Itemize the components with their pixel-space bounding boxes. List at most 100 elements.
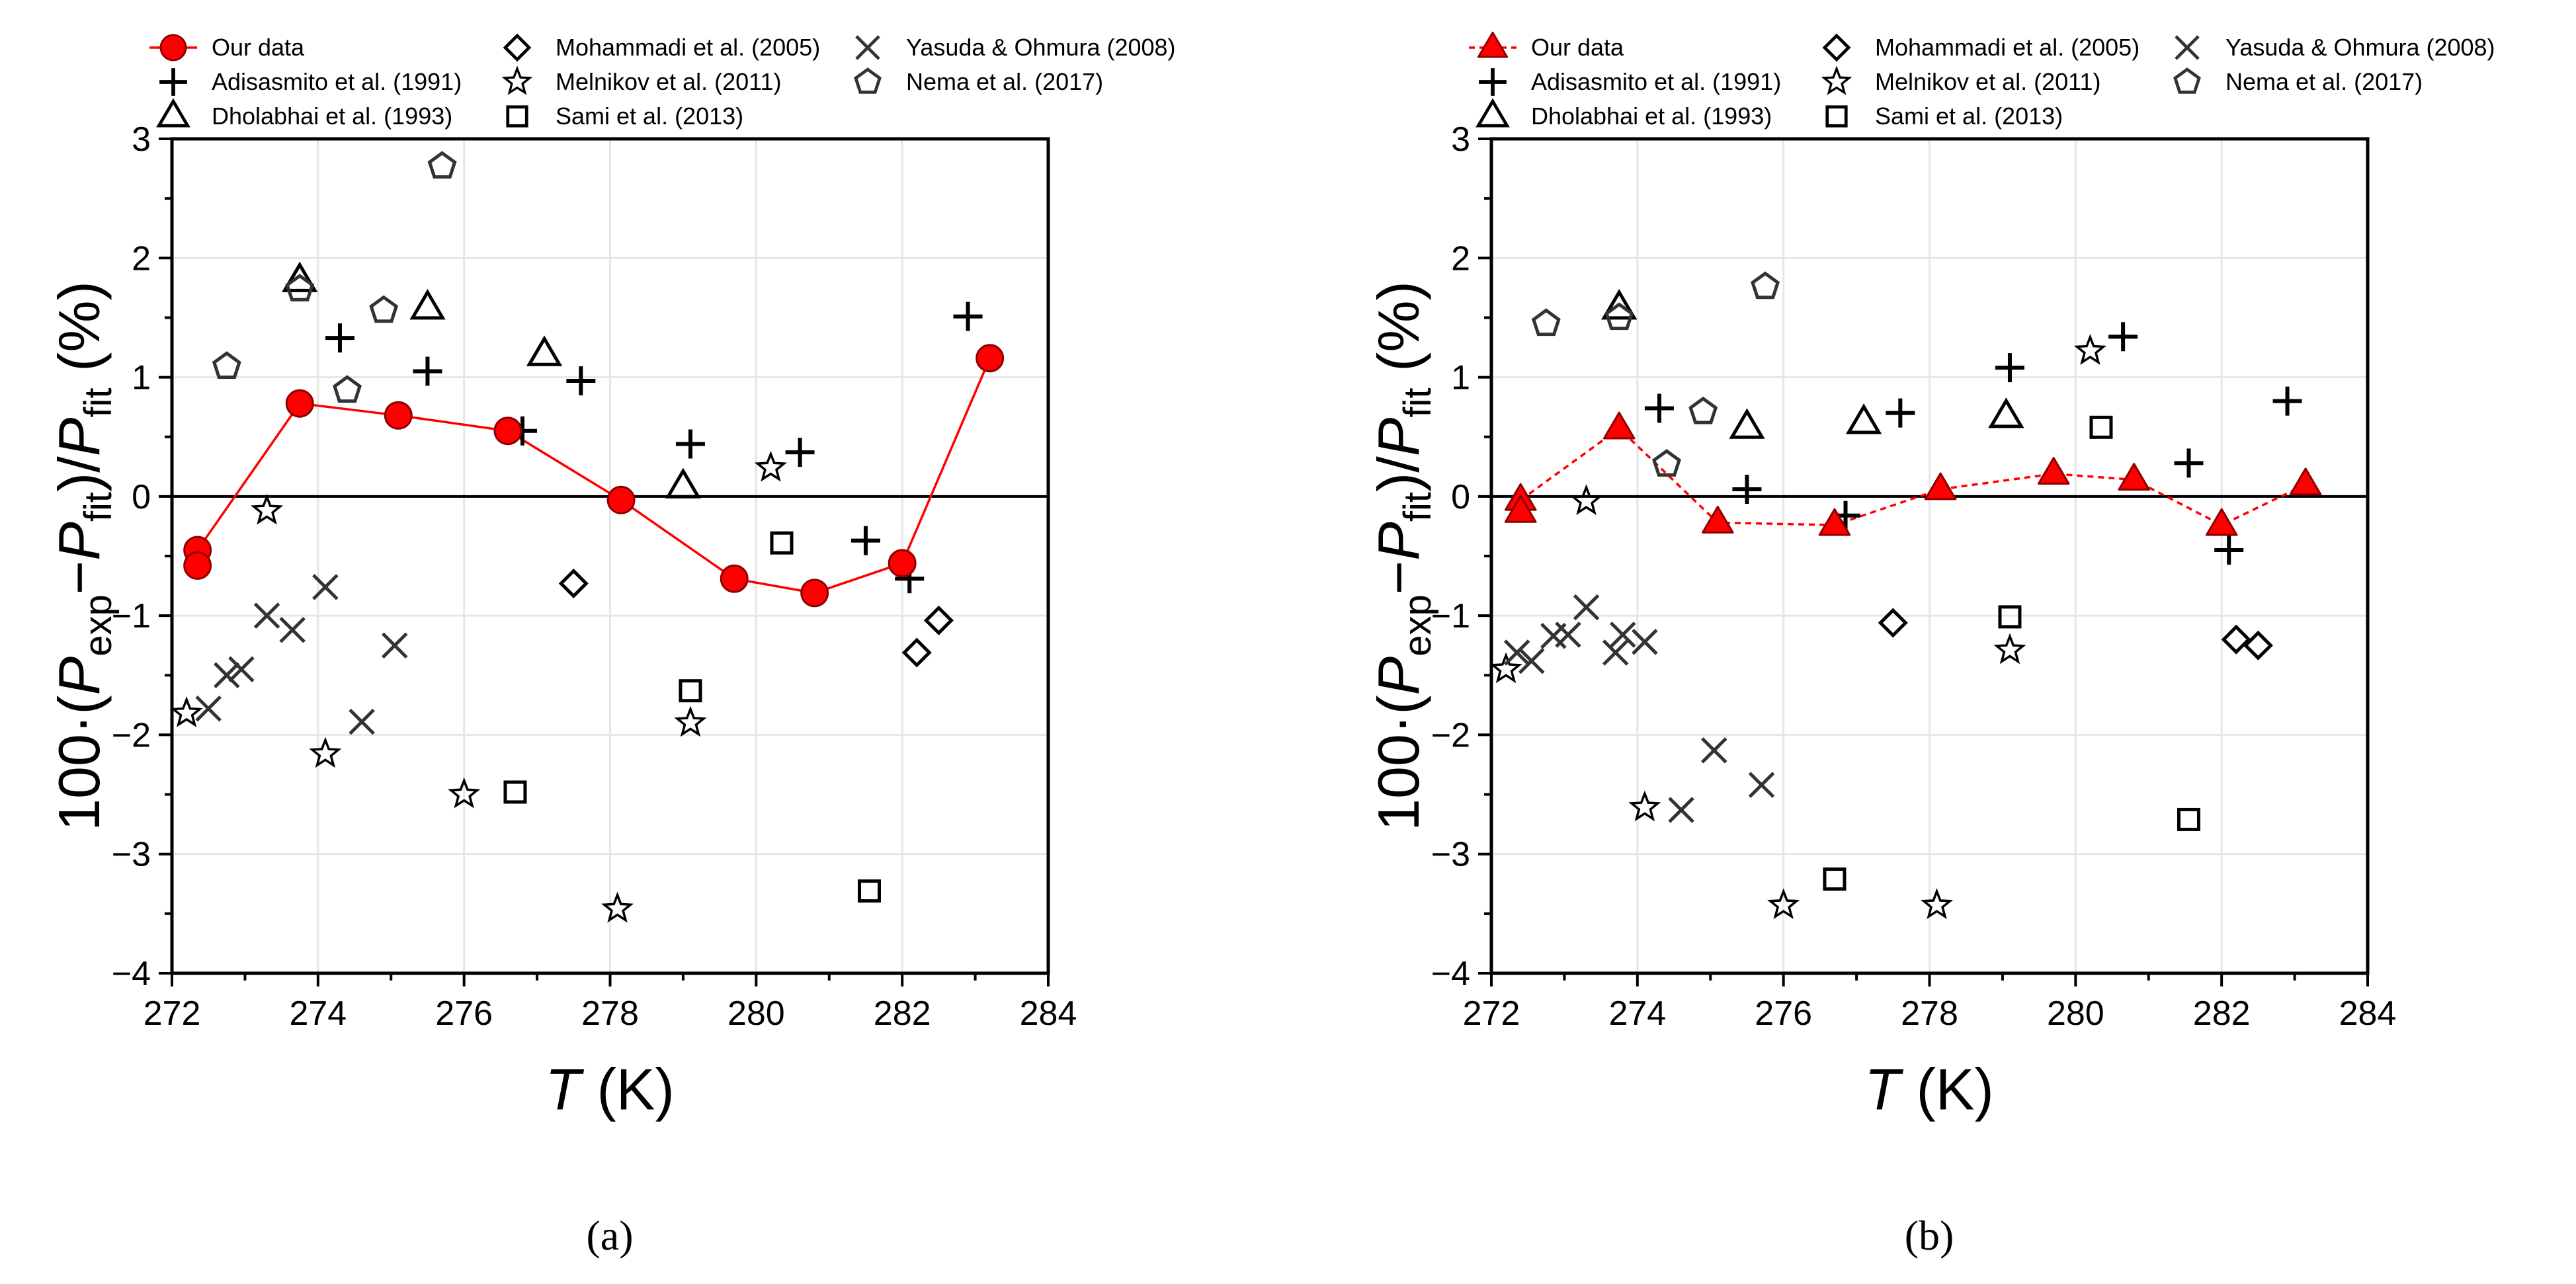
x-tick-label: 272 [144, 994, 201, 1033]
data-point-adisasmito-et-al-1991 [1995, 353, 2024, 383]
y-tick-label: −3 [112, 836, 151, 874]
data-point-adisasmito-et-al-1991 [2272, 386, 2302, 416]
data-point-yasuda-ohmura-2008 [1503, 639, 1530, 666]
data-point-yasuda-ohmura-2008 [382, 632, 408, 659]
data-point-dholabhai-et-al-1993 [665, 467, 702, 499]
legend-entry: Dholabhai et al. (1993) [1475, 98, 1772, 130]
data-point-yasuda-ohmura-2008 [195, 696, 222, 722]
x-tick-label: 276 [1755, 994, 1812, 1033]
x-axis-title: T (K) [1864, 1057, 1994, 1122]
data-point-melnikov-et-al-2011 [1993, 633, 2026, 664]
data-point-yasuda-ohmura-2008 [1632, 629, 1658, 655]
data-point-our-data [800, 579, 829, 608]
y-axis-title: 100·(Pexp−Pfit)/Pfit (%) [46, 281, 120, 831]
x-tick-label: 282 [2193, 994, 2251, 1033]
data-point-melnikov-et-al-2011 [172, 696, 203, 727]
data-point-melnikov-et-al-2011 [1767, 888, 1800, 920]
legend-label: Sami et al. (2013) [1875, 102, 2063, 130]
y-tick-label: −2 [1431, 716, 1470, 754]
data-point-dholabhai-et-al-1993 [409, 289, 446, 320]
data-point-sami-et-al-2013 [770, 531, 794, 555]
legend-entry: Melnikov et al. (2011) [1821, 65, 2101, 95]
data-point-nema-et-al-2017 [1751, 271, 1780, 300]
data-point-melnikov-et-al-2011 [309, 737, 342, 768]
square-marker-icon [1825, 105, 1848, 128]
data-point-mohammadi-et-al-2005 [2243, 630, 2273, 661]
x-tick-label: 284 [1020, 994, 1077, 1033]
data-point-melnikov-et-al-2011 [1920, 888, 1954, 920]
data-point-sami-et-al-2013 [679, 679, 702, 703]
legend-entry: Melnikov et al. (2011) [501, 65, 782, 95]
plus-marker-icon [1479, 68, 1507, 96]
data-point-adisasmito-et-al-1991 [675, 429, 705, 459]
legend-entry: Our data [149, 34, 305, 61]
data-point-melnikov-et-al-2011 [1491, 652, 1522, 684]
x-tick-label: 274 [289, 994, 347, 1033]
chart-panel-a: 272 274 276 278 280 282 284 −4 −3 −2 −1 0 1 2 3 Our da… [46, 33, 1176, 1259]
x-tick-label: 272 [1463, 994, 1520, 1033]
data-point-our-data [384, 401, 413, 430]
x-tick-label: 278 [1901, 994, 1958, 1033]
y-tick-label: −4 [1431, 955, 1470, 993]
data-point-our-data [2118, 463, 2150, 491]
pentagon-marker-icon [2173, 67, 2201, 94]
data-point-sami-et-al-2013 [857, 879, 881, 903]
data-point-yasuda-ohmura-2008 [1518, 647, 1545, 674]
data-point-yasuda-ohmura-2008 [214, 662, 240, 689]
data-point-adisasmito-et-al-1991 [785, 438, 815, 467]
legend-label: Nema et al. (2017) [906, 68, 1103, 95]
data-point-melnikov-et-al-2011 [601, 891, 634, 923]
data-point-nema-et-al-2017 [1688, 396, 1718, 424]
data-point-mohammadi-et-al-2005 [901, 637, 932, 668]
data-point-mohammadi-et-al-2005 [1878, 608, 1908, 638]
data-point-our-data [2037, 457, 2070, 485]
data-point-our-data [1818, 508, 1851, 536]
data-point-sami-et-al-2013 [2177, 807, 2200, 831]
legend-label: Melnikov et al. (2011) [556, 68, 782, 95]
pentagon-marker-icon [854, 67, 882, 94]
legend-entry: Adisasmito et al. (1991) [1479, 68, 1781, 96]
legend-label: Dholabhai et al. (1993) [1531, 102, 1772, 130]
series-layer [1491, 271, 2368, 920]
data-point-nema-et-al-2017 [212, 351, 241, 379]
data-point-melnikov-et-al-2011 [250, 493, 284, 525]
legend-label: Nema et al. (2017) [2225, 68, 2423, 95]
y-tick-label: −3 [1431, 836, 1470, 874]
y-tick-label: −1 [112, 597, 151, 635]
data-point-our-data [493, 417, 522, 446]
data-point-adisasmito-et-al-1991 [1886, 398, 1915, 428]
data-point-mohammadi-et-al-2005 [558, 568, 589, 599]
legend-label: Yasuda & Ohmura (2008) [2225, 34, 2495, 61]
legend-entry: Mohammadi et al. (2005) [1822, 33, 2140, 62]
legend-entry: Nema et al. (2017) [854, 67, 1103, 95]
data-point-our-data [183, 551, 212, 580]
data-point-our-data [1702, 506, 1734, 534]
data-point-nema-et-al-2017 [1604, 302, 1634, 331]
x-tick-label: 280 [2047, 994, 2104, 1033]
data-point-our-data [976, 344, 1005, 373]
grid [172, 139, 1048, 973]
data-point-nema-et-al-2017 [285, 274, 315, 301]
y-tick-label: 1 [1451, 359, 1470, 397]
x-tick-label: 274 [1608, 994, 1666, 1033]
data-point-our-data [720, 564, 749, 593]
y-tick-label: 2 [1451, 239, 1470, 278]
data-point-melnikov-et-al-2011 [1569, 484, 1603, 516]
legend-label: Mohammadi et al. (2005) [1875, 34, 2140, 61]
legend-label: Our data [1531, 34, 1624, 61]
cross-marker-icon [855, 35, 880, 60]
axis-ticks: 272 274 276 278 280 282 284 −4 −3 −2 −1 0 1 2 3 [112, 120, 1077, 1033]
star-marker-icon [501, 65, 533, 95]
data-point-yasuda-ohmura-2008 [253, 602, 280, 629]
data-point-yasuda-ohmura-2008 [312, 574, 339, 600]
legend-label: Yasuda & Ohmura (2008) [906, 34, 1176, 61]
legend-entry: Dholabhai et al. (1993) [156, 98, 452, 130]
data-point-mohammadi-et-al-2005 [2221, 624, 2251, 655]
data-point-dholabhai-et-al-1993 [1601, 289, 1638, 320]
x-tick-label: 280 [727, 994, 785, 1033]
data-point-adisasmito-et-al-1991 [1732, 475, 1762, 504]
triangle-marker-icon [1475, 98, 1510, 128]
data-point-sami-et-al-2013 [1823, 867, 1847, 891]
y-tick-label: −4 [112, 955, 151, 993]
y-tick-label: 0 [1451, 478, 1470, 516]
